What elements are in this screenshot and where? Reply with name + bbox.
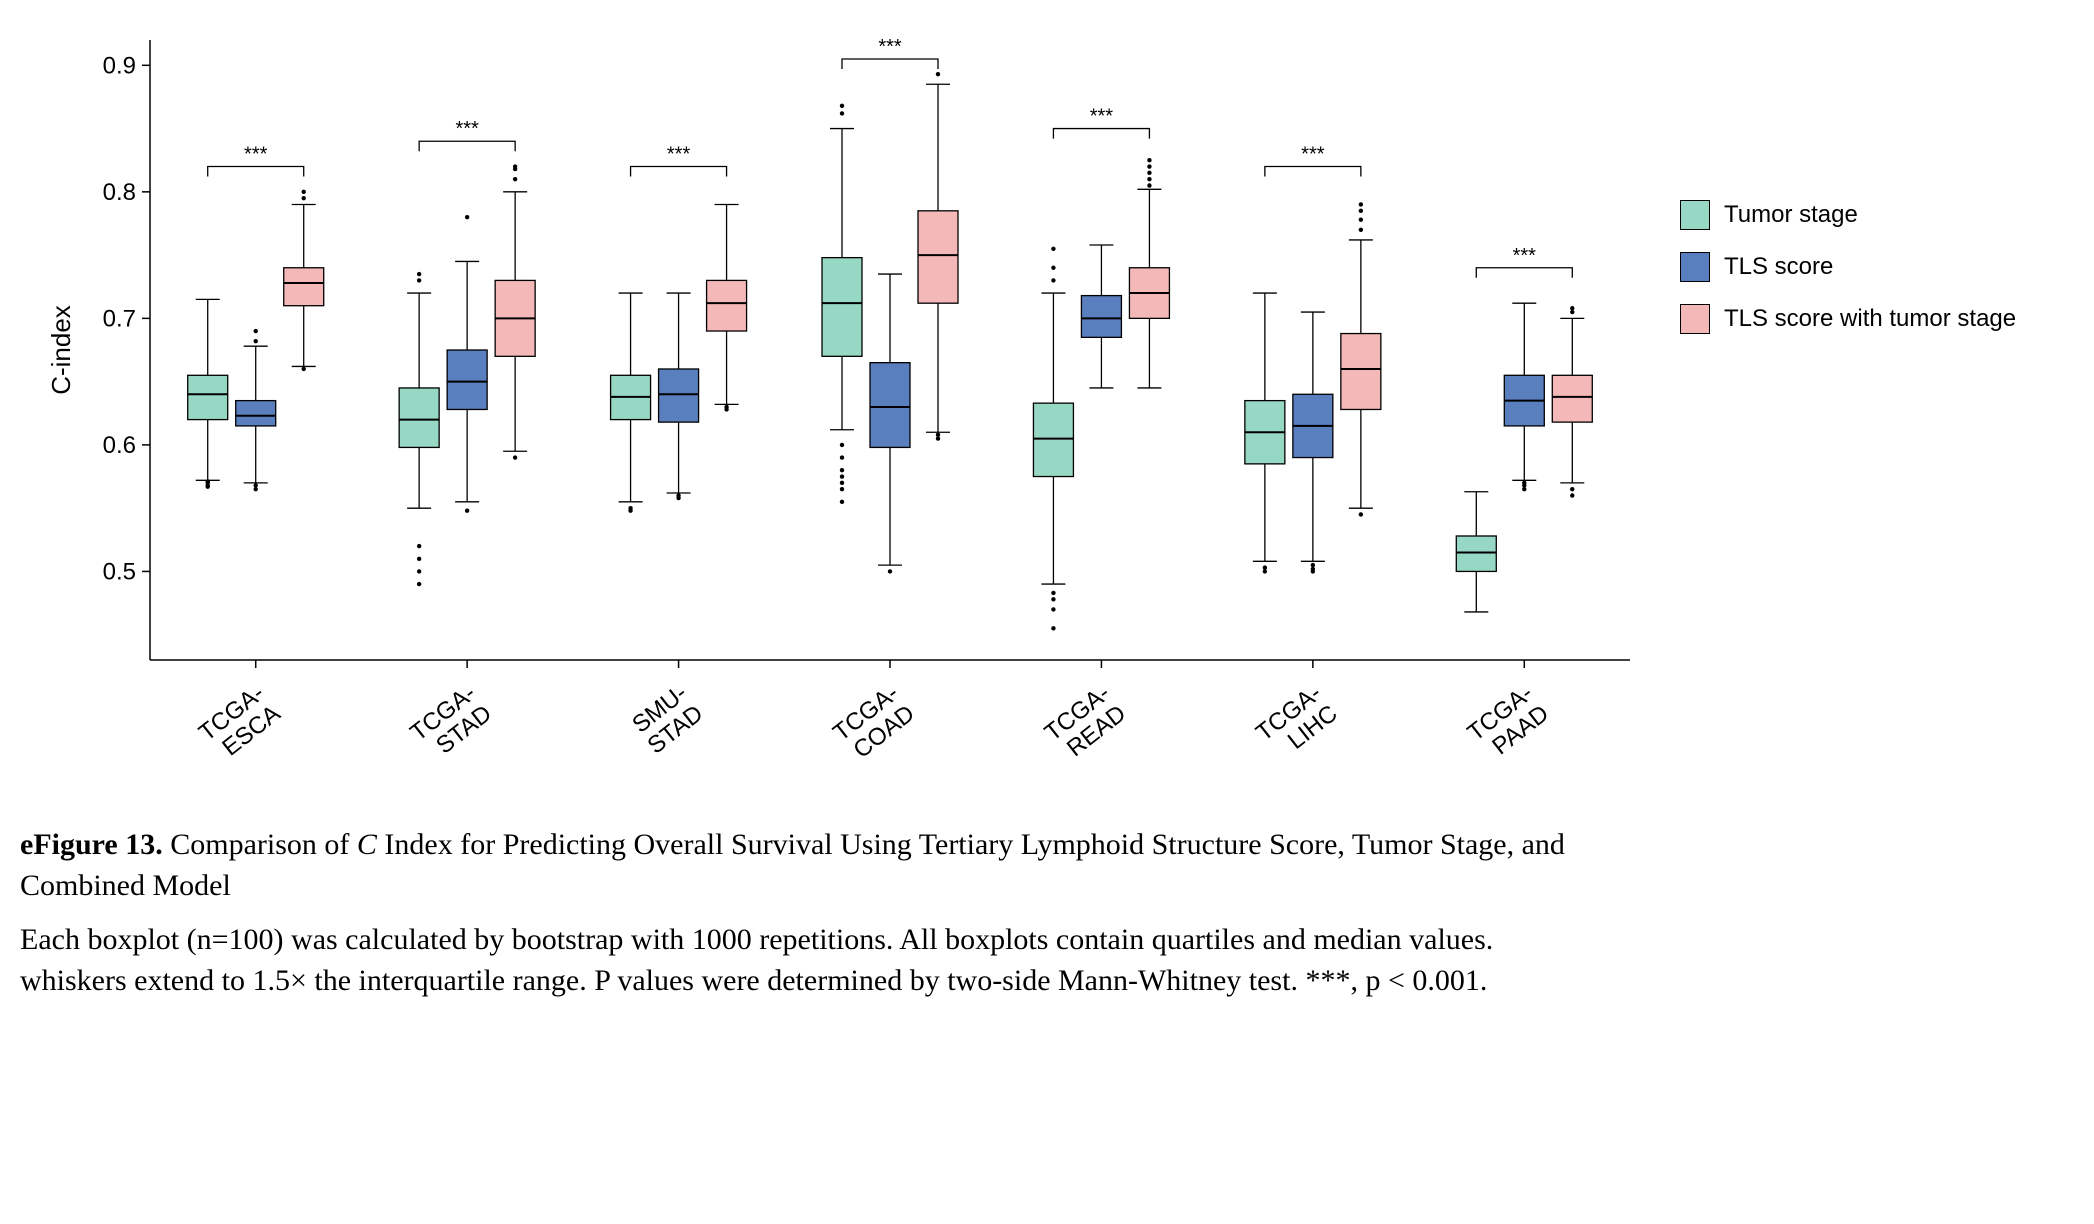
caption-body: Each boxplot (n=100) was calculated by b…	[20, 920, 1570, 1001]
svg-text:TCGA-COAD: TCGA-COAD	[828, 679, 919, 767]
svg-text:***: ***	[667, 144, 691, 166]
svg-text:0.7: 0.7	[103, 305, 136, 332]
svg-text:C-index: C-index	[46, 305, 76, 395]
svg-text:***: ***	[244, 144, 268, 166]
legend-label: TLS score	[1724, 253, 1833, 281]
figure-caption: eFigure 13. Comparison of C Index for Pr…	[20, 825, 1570, 1001]
svg-text:0.8: 0.8	[103, 179, 136, 206]
caption-italic: C	[357, 828, 377, 861]
svg-text:SMU-STAD: SMU-STAD	[627, 679, 709, 759]
svg-text:***: ***	[878, 36, 902, 58]
svg-text:TCGA-LIHC: TCGA-LIHC	[1251, 679, 1342, 767]
legend-swatch	[1680, 304, 1710, 334]
svg-text:***: ***	[455, 118, 479, 140]
legend-swatch	[1680, 252, 1710, 282]
svg-text:0.5: 0.5	[103, 558, 136, 585]
svg-text:TCGA-STAD: TCGA-STAD	[405, 679, 496, 767]
boxplot-chart: 0.5 0.6 0.7 0.8 0.9 C-index TCGA-ESCA *** TCGA-S…	[20, 20, 1640, 815]
legend-item: TLS score	[1680, 252, 2016, 282]
figure: 0.5 0.6 0.7 0.8 0.9 C-index TCGA-ESCA *** TCGA-S…	[20, 20, 2074, 1001]
svg-text:TCGA-PAAD: TCGA-PAAD	[1463, 679, 1554, 767]
svg-text:0.6: 0.6	[103, 432, 136, 459]
legend-label: TLS score with tumor stage	[1724, 305, 2016, 333]
svg-text:***: ***	[1513, 245, 1537, 267]
legend: Tumor stage TLS score TLS score with tumor…	[1680, 200, 2016, 356]
legend-label: Tumor stage	[1724, 201, 1858, 229]
svg-text:TCGA-READ: TCGA-READ	[1040, 679, 1131, 767]
legend-item: Tumor stage	[1680, 200, 2016, 230]
svg-text:TCGA-ESCA: TCGA-ESCA	[194, 679, 285, 767]
svg-text:***: ***	[1090, 106, 1114, 128]
legend-swatch	[1680, 200, 1710, 230]
legend-item: TLS score with tumor stage	[1680, 304, 2016, 334]
caption-prefix: eFigure 13.	[20, 828, 163, 861]
caption-text: Comparison of	[163, 828, 357, 861]
chart-and-legend: 0.5 0.6 0.7 0.8 0.9 C-index TCGA-ESCA *** TCGA-S…	[20, 20, 2074, 815]
svg-text:***: ***	[1301, 144, 1325, 166]
svg-text:0.9: 0.9	[103, 52, 136, 79]
chart-svg: 0.5 0.6 0.7 0.8 0.9 C-index TCGA-ESCA *** TCGA-S…	[20, 20, 1640, 810]
